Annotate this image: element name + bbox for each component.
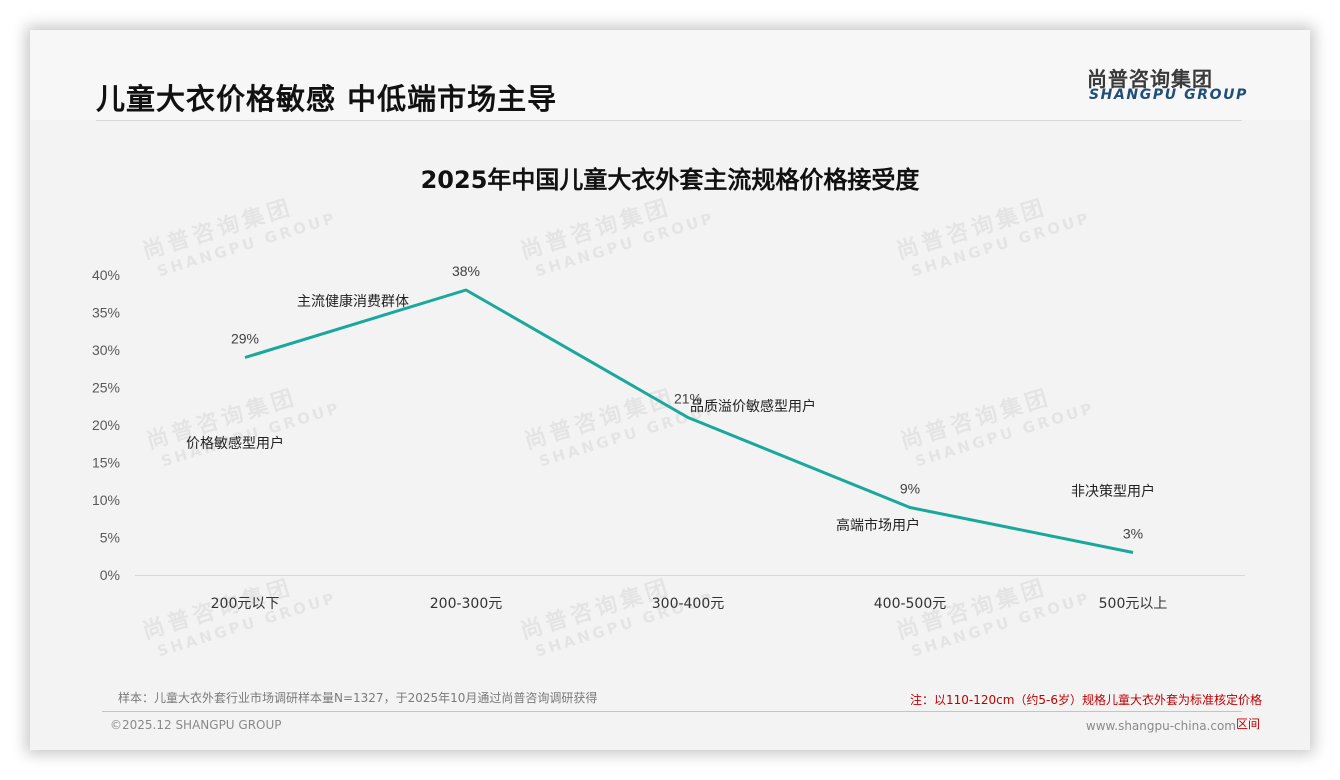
y-tick-label: 30% xyxy=(92,342,120,358)
segment-annotation: 主流健康消费群体 xyxy=(297,293,409,310)
copyright: ©2025.12 SHANGPU GROUP xyxy=(110,718,282,732)
header-band xyxy=(30,30,1310,120)
y-tick-label: 15% xyxy=(92,455,120,471)
sample-note: 样本：儿童大衣外套行业市场调研样本量N=1327，于2025年10月通过尚普咨询… xyxy=(118,691,598,705)
page-title: 儿童大衣价格敏感 中低端市场主导 xyxy=(96,82,558,116)
y-tick-label: 40% xyxy=(92,267,120,283)
data-label: 9% xyxy=(900,481,920,497)
price-note-continued: 区间 xyxy=(1236,717,1261,731)
series-line xyxy=(244,288,1134,554)
chart-title: 2025年中国儿童大衣外套主流规格价格接受度 xyxy=(420,166,920,194)
website-link[interactable]: www.shangpu-china.com xyxy=(1085,719,1236,733)
slide: 儿童大衣价格敏感 中低端市场主导 尚普咨询集团 SHANGPU GROUP 尚普… xyxy=(30,30,1310,750)
x-tick-label: 200元以下 xyxy=(211,596,280,612)
segment-annotation: 品质溢价敏感型用户 xyxy=(690,398,816,415)
y-tick-label: 25% xyxy=(92,380,120,396)
x-tick-label: 500元以上 xyxy=(1099,596,1168,612)
y-tick-label: 5% xyxy=(100,530,120,546)
data-label: 38% xyxy=(452,263,480,279)
y-tick-label: 20% xyxy=(92,417,120,433)
y-tick-label: 10% xyxy=(92,492,120,508)
footer-divider xyxy=(102,711,1242,712)
data-label: 29% xyxy=(231,331,259,347)
y-axis: 0% 5% 10% 15% 20% 25% 30% 35% 40% xyxy=(92,267,120,583)
price-note: 注：以110-120cm（约5-6岁）规格儿童大衣外套为标准核定价格 xyxy=(909,693,1262,707)
x-tick-label: 400-500元 xyxy=(874,596,947,612)
data-label: 3% xyxy=(1123,526,1143,542)
data-label: 21% xyxy=(674,391,702,407)
y-tick-label: 35% xyxy=(92,305,120,321)
x-tick-label: 300-400元 xyxy=(652,596,725,612)
logo-english: SHANGPU GROUP xyxy=(1089,87,1248,103)
x-axis: 200元以下 200-300元 300-400元 400-500元 500元以上 xyxy=(211,596,1168,612)
segment-annotation: 非决策型用户 xyxy=(1071,483,1155,500)
title-divider xyxy=(96,120,1242,121)
logo-chinese: 尚普咨询集团 xyxy=(1087,67,1213,91)
data-labels: 29% 38% 21% 9% 3% xyxy=(231,263,1143,542)
x-tick-label: 200-300元 xyxy=(430,596,503,612)
segment-annotation: 价格敏感型用户 xyxy=(186,435,284,452)
line-chart: 0% 5% 10% 15% 20% 25% 30% 35% 40% 200元以下 200-300元… xyxy=(92,263,1245,612)
segment-annotation: 高端市场用户 xyxy=(836,517,920,534)
y-tick-label: 0% xyxy=(100,567,120,583)
